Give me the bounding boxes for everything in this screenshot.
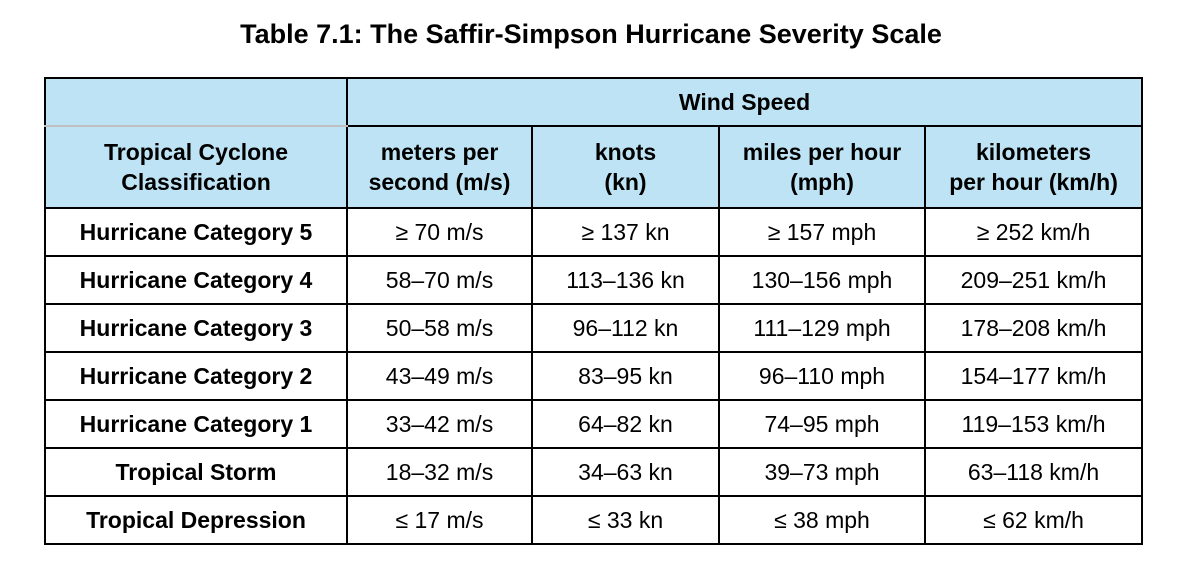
mph-cell: ≤ 38 mph xyxy=(718,495,926,545)
knots-cell: 83–95 kn xyxy=(531,351,720,401)
mps-cell: ≥ 70 m/s xyxy=(346,207,533,257)
row-label: Hurricane Category 2 xyxy=(44,351,348,401)
row-label: Hurricane Category 5 xyxy=(44,207,348,257)
knots-column-header: knots (kn) xyxy=(531,125,720,209)
kmh-header-line2: per hour (km/h) xyxy=(949,169,1118,195)
mph-cell: 130–156 mph xyxy=(718,255,926,305)
classification-header-line2: Classification xyxy=(121,169,271,195)
mps-header-line1: meters per xyxy=(380,139,499,165)
kmh-cell: ≤ 62 km/h xyxy=(923,495,1144,545)
classification-column-header: Tropical Cyclone Classification xyxy=(44,125,348,209)
mph-cell: 96–110 mph xyxy=(718,351,926,401)
mph-cell: 74–95 mph xyxy=(718,399,926,449)
classification-header-line1: Tropical Cyclone xyxy=(103,139,289,165)
mph-cell: 39–73 mph xyxy=(718,447,926,497)
table-row: Hurricane Category 2 43–49 m/s 83–95 kn … xyxy=(44,351,1144,401)
header-corner-cell xyxy=(44,77,348,127)
mph-cell: 111–129 mph xyxy=(718,303,926,353)
mph-cell: ≥ 157 mph xyxy=(718,207,926,257)
mps-cell: ≤ 17 m/s xyxy=(346,495,533,545)
header-row-group: Wind Speed xyxy=(44,77,1144,127)
header-row-columns: Tropical Cyclone Classification meters p… xyxy=(44,125,1144,209)
mps-cell: 43–49 m/s xyxy=(346,351,533,401)
kmh-cell: 209–251 km/h xyxy=(923,255,1144,305)
knots-header-line2: (kn) xyxy=(604,169,647,195)
kmh-header-line1: kilometers xyxy=(975,139,1092,165)
kmh-column-header: kilometers per hour (km/h) xyxy=(923,125,1144,209)
mps-header-line2: second (m/s) xyxy=(368,169,511,195)
row-label: Hurricane Category 4 xyxy=(44,255,348,305)
table-row: Tropical Storm 18–32 m/s 34–63 kn 39–73 … xyxy=(44,447,1144,497)
mps-cell: 33–42 m/s xyxy=(346,399,533,449)
mph-header-line2: (mph) xyxy=(790,169,854,195)
saffir-simpson-table: Wind Speed Tropical Cyclone Classificati… xyxy=(44,77,1144,545)
knots-cell: 34–63 kn xyxy=(531,447,720,497)
knots-header-line1: knots xyxy=(594,139,657,165)
kmh-cell: 119–153 km/h xyxy=(923,399,1144,449)
kmh-cell: 178–208 km/h xyxy=(923,303,1144,353)
knots-cell: 113–136 kn xyxy=(531,255,720,305)
mps-column-header: meters per second (m/s) xyxy=(346,125,533,209)
row-label: Hurricane Category 1 xyxy=(44,399,348,449)
row-label: Tropical Depression xyxy=(44,495,348,545)
kmh-cell: ≥ 252 km/h xyxy=(923,207,1144,257)
kmh-cell: 154–177 km/h xyxy=(923,351,1144,401)
row-label: Tropical Storm xyxy=(44,447,348,497)
knots-cell: 96–112 kn xyxy=(531,303,720,353)
mps-cell: 18–32 m/s xyxy=(346,447,533,497)
row-label: Hurricane Category 3 xyxy=(44,303,348,353)
table-title: Table 7.1: The Saffir-Simpson Hurricane … xyxy=(240,19,942,49)
kmh-cell: 63–118 km/h xyxy=(923,447,1144,497)
mps-cell: 50–58 m/s xyxy=(346,303,533,353)
wind-speed-group-header: Wind Speed xyxy=(345,77,1144,127)
knots-cell: 64–82 kn xyxy=(531,399,720,449)
table-row: Hurricane Category 4 58–70 m/s 113–136 k… xyxy=(44,255,1144,305)
mps-cell: 58–70 m/s xyxy=(346,255,533,305)
mph-header-line1: miles per hour xyxy=(742,139,902,165)
knots-cell: ≤ 33 kn xyxy=(531,495,720,545)
table-row: Tropical Depression ≤ 17 m/s ≤ 33 kn ≤ 3… xyxy=(44,495,1144,545)
table-row: Hurricane Category 1 33–42 m/s 64–82 kn … xyxy=(44,399,1144,449)
table-row: Hurricane Category 3 50–58 m/s 96–112 kn… xyxy=(44,303,1144,353)
table-row: Hurricane Category 5 ≥ 70 m/s ≥ 137 kn ≥… xyxy=(44,207,1144,257)
mph-column-header: miles per hour (mph) xyxy=(718,125,926,209)
knots-cell: ≥ 137 kn xyxy=(531,207,720,257)
